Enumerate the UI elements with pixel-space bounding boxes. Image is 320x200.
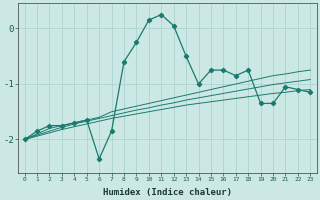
X-axis label: Humidex (Indice chaleur): Humidex (Indice chaleur) xyxy=(103,188,232,197)
